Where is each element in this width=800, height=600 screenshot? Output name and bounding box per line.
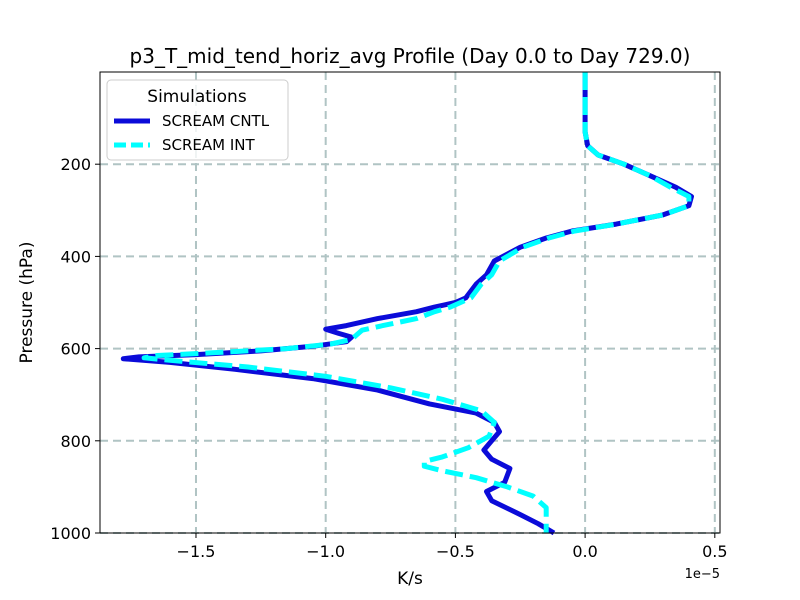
legend: Simulations SCREAM CNTL SCREAM INT <box>106 79 289 161</box>
legend-box <box>106 79 289 161</box>
legend-label-scream-cntl: SCREAM CNTL <box>162 112 270 130</box>
plot-frame <box>99 71 721 534</box>
chart-title: p3_T_mid_tend_horiz_avg Profile (Day 0.0… <box>130 44 691 68</box>
legend-title: Simulations <box>147 87 247 107</box>
x-tick-label: −0.5 <box>436 542 475 561</box>
x-axis-label: K/s <box>397 569 423 589</box>
legend-entries: SCREAM CNTL SCREAM INT <box>114 112 270 154</box>
y-axis-label: Pressure (hPa) <box>17 242 37 364</box>
y-tick-label: 600 <box>60 340 91 359</box>
y-tick-label: 200 <box>60 155 91 174</box>
x-tick-label: 0.5 <box>702 542 727 561</box>
x-axis-offset-label: 1e−5 <box>685 567 720 582</box>
ticks: −1.5 −1.0 −0.5 0.0 0.5 200 400 600 800 1000 <box>50 155 727 561</box>
grid <box>100 72 720 534</box>
legend-label-scream-int: SCREAM INT <box>162 136 256 154</box>
y-tick-label: 800 <box>60 432 91 451</box>
series-line-scream-int <box>141 72 692 533</box>
x-tick-label: −1.5 <box>177 542 216 561</box>
y-tick-label: 1000 <box>50 524 91 543</box>
y-tick-label: 400 <box>60 247 91 266</box>
x-tick-label: −1.0 <box>306 542 345 561</box>
series-lines <box>120 72 694 536</box>
x-tick-label: 0.0 <box>572 542 597 561</box>
